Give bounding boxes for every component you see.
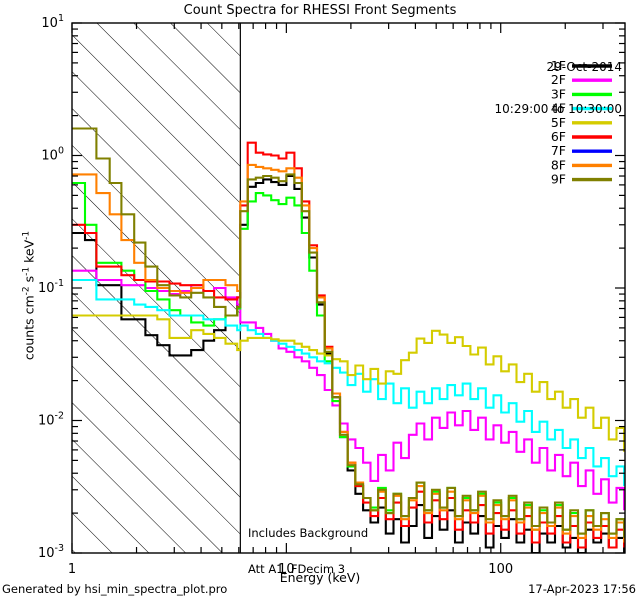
- footer-timestamp: 17-Apr-2023 17:56: [528, 582, 636, 596]
- y-axis-label-part: s: [21, 275, 37, 287]
- y-tick-labels: 10-3 10-2 10-1 100 101: [38, 13, 64, 561]
- legend-label-6F: 6F: [551, 129, 566, 144]
- y-tick-label: 10-2: [38, 411, 64, 429]
- legend-label-8F: 8F: [551, 157, 566, 172]
- legend-label-9F: 9F: [551, 172, 566, 187]
- legend-label-5F: 5F: [551, 115, 566, 130]
- observation-time-range: 10:29:00 to 10:30:00: [494, 102, 622, 116]
- series-group: [72, 127, 625, 553]
- legend-label-1F: 1F: [551, 58, 566, 73]
- y-tick-label: 10-1: [38, 278, 64, 296]
- annotation-line-background: Includes Background: [248, 526, 369, 540]
- legend-label-7F: 7F: [551, 143, 566, 158]
- legend-label-3F: 3F: [551, 86, 566, 101]
- series-2F: [72, 269, 625, 511]
- observation-info: 29-Oct-2014 10:29:00 to 10:30:00: [495, 32, 622, 144]
- page-title: Count Spectra for RHESSI Front Segments: [183, 3, 457, 18]
- observation-date: 29-Oct-2014: [546, 60, 622, 74]
- x-tick-label: 10: [278, 562, 295, 577]
- axis-frame: [71, 22, 626, 554]
- series-9F: [72, 127, 625, 538]
- x-tick-labels: 1 10 100: [68, 562, 513, 577]
- legend-label-4F: 4F: [551, 101, 566, 116]
- y-tick-label: 101: [41, 13, 64, 31]
- y-axis-label-exp: -1: [21, 266, 32, 276]
- y-axis-label: counts cm-2 s-1 keV-1: [21, 181, 37, 411]
- y-axis-label-exp: -2: [21, 286, 32, 296]
- y-tick-label: 100: [41, 146, 64, 164]
- legend-label-2F: 2F: [551, 72, 566, 87]
- x-tick-label: 100: [488, 562, 513, 577]
- series-6F: [72, 141, 625, 549]
- footer-generator-text: Generated by hsi_min_spectra_plot.pro: [2, 582, 228, 596]
- y-axis-label-part: keV: [21, 239, 37, 267]
- y-axis-label-part: counts cm: [21, 295, 37, 361]
- series-1F: [72, 174, 625, 553]
- y-axis-label-exp: -1: [21, 230, 32, 240]
- y-tick-label: 10-3: [38, 543, 64, 561]
- plot-annotation: Includes Background Att A1, FDecim 3: [248, 503, 368, 599]
- series-5F: [72, 314, 625, 452]
- x-axis-label: Energy (keV): [279, 570, 361, 585]
- annotation-line-attenuator: Att A1, FDecim 3: [248, 562, 346, 576]
- x-tick-label: 1: [68, 562, 76, 577]
